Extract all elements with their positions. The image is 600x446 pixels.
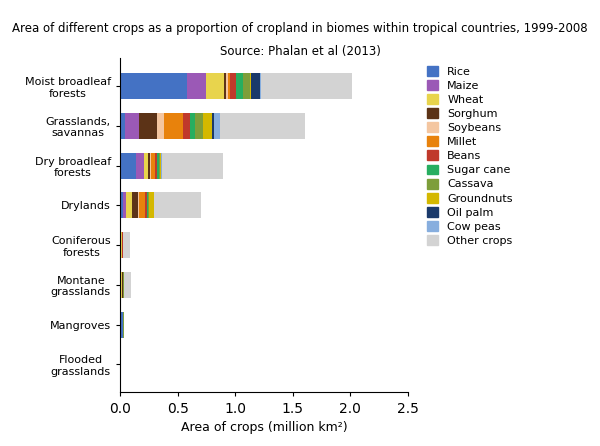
Bar <box>139 192 145 218</box>
Bar <box>139 113 157 139</box>
Bar <box>214 113 220 139</box>
Bar <box>120 113 125 139</box>
Bar <box>164 113 183 139</box>
Bar <box>224 73 226 99</box>
Bar <box>132 192 139 218</box>
Bar <box>123 192 126 218</box>
Bar <box>136 153 143 178</box>
Bar <box>126 192 132 218</box>
Bar <box>148 153 150 178</box>
Bar <box>125 113 139 139</box>
Bar <box>195 113 203 139</box>
Bar <box>190 113 195 139</box>
Bar <box>154 192 201 218</box>
Bar <box>187 73 206 99</box>
Bar <box>120 73 187 99</box>
Bar <box>149 192 154 218</box>
Text: Source: Phalan et al (2013): Source: Phalan et al (2013) <box>220 45 380 58</box>
Bar <box>203 113 212 139</box>
Bar <box>148 192 149 218</box>
Bar <box>230 73 236 99</box>
Bar <box>157 113 164 139</box>
Bar <box>145 192 148 218</box>
Bar <box>124 272 131 298</box>
Bar <box>120 192 123 218</box>
Bar <box>228 73 230 99</box>
Bar <box>212 113 214 139</box>
Bar <box>183 113 190 139</box>
Text: Area of different crops as a proportion of cropland in biomes within tropical co: Area of different crops as a proportion … <box>12 22 588 35</box>
Bar <box>250 73 251 99</box>
Bar <box>159 153 160 178</box>
Bar <box>123 232 130 258</box>
Bar <box>162 153 223 178</box>
Bar <box>120 153 136 178</box>
Bar <box>261 73 352 99</box>
Bar <box>236 73 244 99</box>
Bar <box>151 153 155 178</box>
Legend: Rice, Maize, Wheat, Sorghum, Soybeans, Millet, Beans, Sugar cane, Cassava, Groun: Rice, Maize, Wheat, Sorghum, Soybeans, M… <box>425 63 515 248</box>
Bar <box>120 312 123 338</box>
X-axis label: Area of crops (million km²): Area of crops (million km²) <box>181 421 347 434</box>
Bar <box>143 153 148 178</box>
Bar <box>155 153 157 178</box>
Bar <box>244 73 250 99</box>
Bar <box>157 153 159 178</box>
Bar <box>226 73 228 99</box>
Bar <box>251 73 260 99</box>
Bar <box>220 113 305 139</box>
Bar <box>150 153 151 178</box>
Bar <box>206 73 224 99</box>
